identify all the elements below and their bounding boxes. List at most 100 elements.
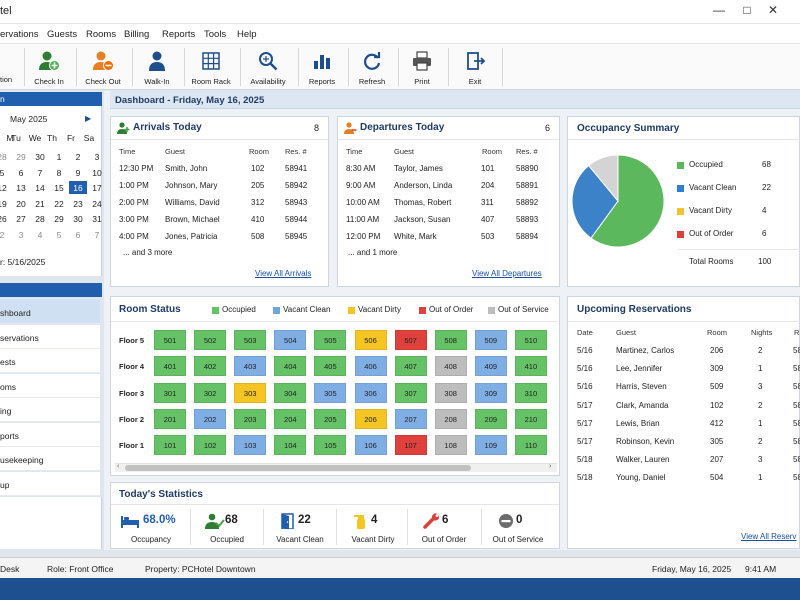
calendar-day[interactable]: 31	[92, 214, 102, 224]
room-tile[interactable]: 109	[474, 435, 507, 456]
room-tile[interactable]: 305	[314, 382, 347, 403]
calendar-day[interactable]: 29	[54, 214, 64, 224]
room-tile[interactable]: 107	[394, 435, 427, 456]
calendar-day[interactable]: 19	[0, 198, 7, 209]
room-tile[interactable]: 110	[514, 435, 547, 456]
calendar-day[interactable]: 22	[54, 198, 64, 209]
room-tile[interactable]: 407	[394, 356, 427, 377]
room-tile[interactable]: 503	[234, 330, 267, 350]
room-tile[interactable]: 201	[154, 408, 186, 429]
calendar-day[interactable]: 29	[16, 152, 26, 162]
calendar-day[interactable]: 8	[56, 167, 62, 178]
room-tile[interactable]: 505	[314, 330, 347, 350]
nav-item-7[interactable]: up	[0, 471, 100, 496]
menu-tools[interactable]: Tools	[204, 29, 227, 40]
room-tile[interactable]: 204	[274, 408, 307, 429]
room-tile[interactable]: 506	[354, 330, 387, 350]
room-rack-button[interactable]: Room Rack	[188, 44, 234, 90]
calendar-day[interactable]: 1	[56, 152, 62, 162]
room-tile[interactable]: 410	[514, 356, 547, 377]
next-month-icon[interactable]: ▶	[85, 114, 92, 123]
room-tile[interactable]: 304	[274, 382, 307, 403]
check-out-button[interactable]: Check Out	[80, 44, 126, 90]
scroll-left-icon[interactable]: ‹	[117, 463, 120, 470]
room-tile[interactable]: 502	[194, 330, 227, 350]
walk-in-button[interactable]: Walk-In	[136, 44, 178, 90]
view-all-arrivals-link[interactable]: View All Arrivals	[255, 269, 312, 278]
calendar-day[interactable]: 24	[92, 198, 102, 209]
calendar-day[interactable]: 5	[0, 167, 5, 178]
room-tile[interactable]: 403	[234, 356, 267, 377]
room-tile[interactable]: 308	[434, 382, 467, 403]
scroll-right-icon[interactable]: ›	[549, 463, 552, 470]
calendar-day[interactable]: 13	[16, 183, 26, 193]
nav-item-4[interactable]: ing	[0, 398, 100, 422]
room-tile[interactable]: 209	[474, 408, 507, 429]
menu-billing[interactable]: Billing	[124, 29, 150, 40]
room-tile[interactable]: 101	[154, 435, 186, 456]
menu-rooms[interactable]: Rooms	[86, 29, 117, 40]
room-tile[interactable]: 102	[194, 435, 227, 456]
calendar-day[interactable]: 14	[35, 183, 45, 193]
room-tile[interactable]: 301	[154, 382, 186, 403]
nav-item-2[interactable]: ests	[0, 349, 100, 373]
room-tile[interactable]: 108	[434, 435, 467, 456]
room-tile[interactable]: 510	[514, 330, 547, 350]
calendar-day[interactable]: 2	[0, 229, 5, 240]
calendar-day[interactable]: 17	[92, 183, 102, 193]
room-tile[interactable]: 105	[314, 435, 347, 456]
nav-item-5[interactable]: ports	[0, 422, 100, 447]
refresh-button[interactable]: Refresh	[352, 44, 392, 90]
room-tile[interactable]: 408	[434, 356, 467, 377]
room-tile[interactable]: 103	[234, 435, 267, 456]
room-tile[interactable]: 202	[194, 408, 227, 429]
calendar-day[interactable]: 3	[18, 229, 24, 240]
nav-item-1[interactable]: servations	[0, 324, 100, 349]
room-tile[interactable]: 310	[514, 382, 547, 403]
menu-reports[interactable]: Reports	[162, 29, 196, 40]
calendar-day[interactable]: 28	[35, 214, 45, 224]
toolbar-partial-button[interactable]: tion	[0, 44, 16, 90]
room-tile[interactable]: 508	[434, 330, 467, 350]
calendar-day[interactable]: 4	[37, 229, 43, 240]
calendar-day[interactable]: 20	[16, 198, 26, 209]
check-in-button[interactable]: Check In	[28, 44, 70, 90]
room-tile[interactable]: 205	[314, 408, 347, 429]
view-all-reservations-link[interactable]: View All Reserv	[741, 532, 797, 541]
calendar-day[interactable]: 23	[73, 198, 83, 209]
room-tile[interactable]: 206	[354, 408, 387, 429]
room-tile[interactable]: 401	[154, 356, 186, 377]
room-tile[interactable]: 302	[194, 382, 227, 403]
room-tile[interactable]: 210	[514, 408, 547, 429]
maximize-icon[interactable]: □	[743, 3, 751, 17]
calendar-day[interactable]: 5	[56, 229, 62, 240]
calendar-day[interactable]: 27	[16, 214, 26, 224]
calendar-day-selected[interactable]: 16	[69, 181, 87, 194]
horizontal-scrollbar[interactable]: ‹ ›	[115, 463, 557, 472]
reports-button[interactable]: Reports	[302, 44, 342, 90]
availability-button[interactable]: Availability	[244, 44, 292, 90]
nav-item-0[interactable]: shboard	[0, 300, 100, 324]
calendar-day[interactable]: 26	[0, 214, 7, 224]
calendar-day[interactable]: 6	[18, 167, 24, 178]
exit-button[interactable]: Exit	[452, 44, 498, 90]
scrollbar-thumb[interactable]	[125, 465, 471, 471]
calendar-day[interactable]: 28	[0, 152, 7, 162]
minimize-icon[interactable]: —	[713, 3, 725, 17]
room-tile[interactable]: 104	[274, 435, 307, 456]
room-tile[interactable]: 509	[474, 330, 507, 350]
calendar-day[interactable]: 9	[75, 167, 81, 178]
room-tile[interactable]: 203	[234, 408, 267, 429]
room-tile[interactable]: 307	[394, 382, 427, 403]
calendar-day[interactable]: 30	[73, 214, 83, 224]
close-icon[interactable]: ✕	[767, 3, 779, 17]
room-tile[interactable]: 507	[394, 330, 427, 350]
room-tile[interactable]: 409	[474, 356, 507, 377]
calendar-day[interactable]: 21	[35, 198, 45, 209]
calendar-day[interactable]: 30	[35, 152, 45, 162]
menu-guests[interactable]: Guests	[47, 29, 78, 40]
room-tile[interactable]: 402	[194, 356, 227, 377]
room-tile[interactable]: 106	[354, 435, 387, 456]
room-tile[interactable]: 309	[474, 382, 507, 403]
room-tile[interactable]: 405	[314, 356, 347, 377]
